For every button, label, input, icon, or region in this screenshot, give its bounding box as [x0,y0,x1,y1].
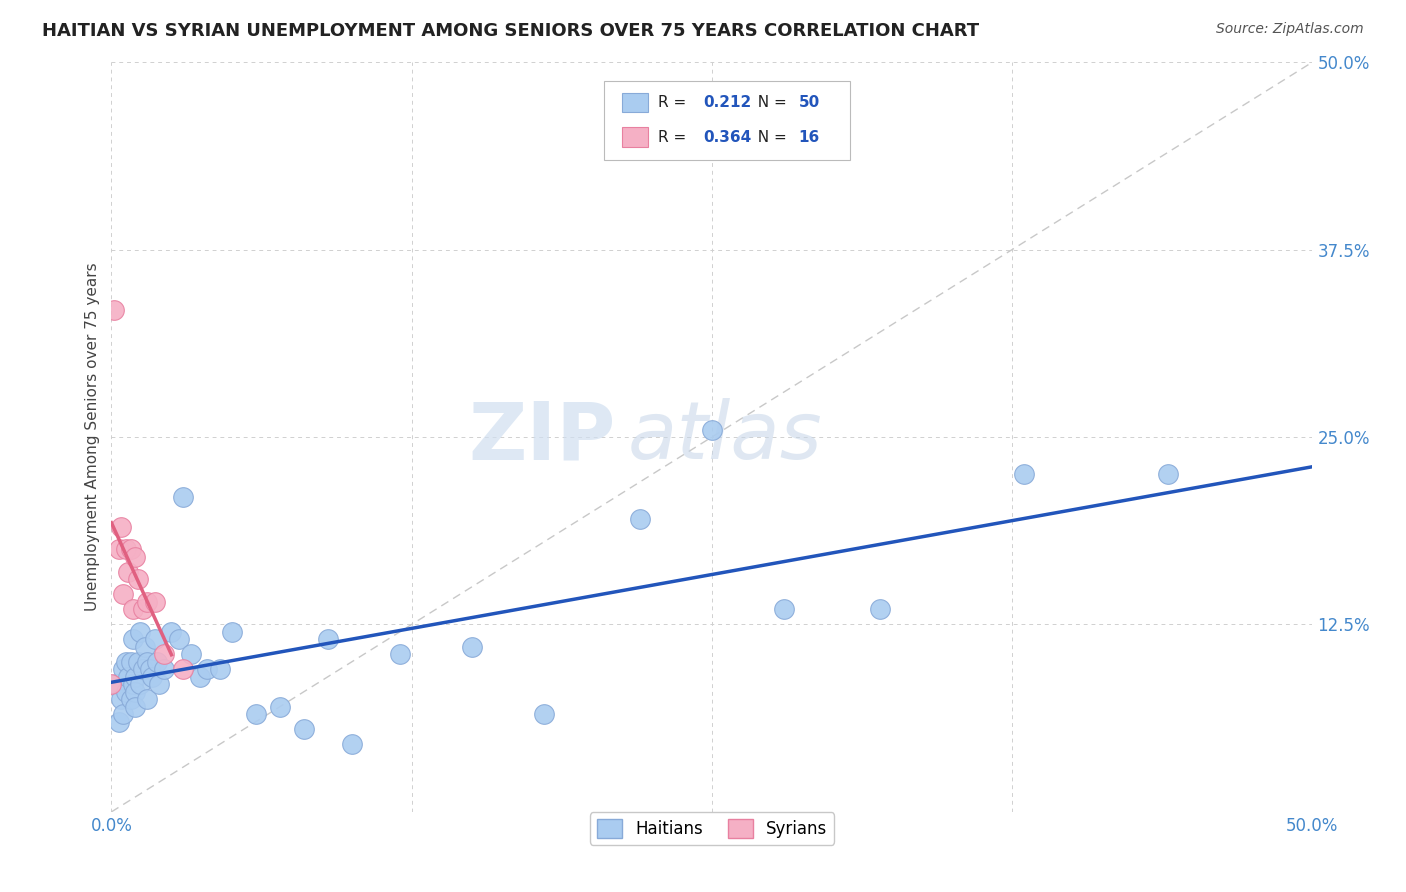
Point [188,670,211,684]
Point [1157,467,1180,482]
Point [700,423,723,437]
Point [114,655,136,669]
Point [197,662,219,676]
Point [141,670,163,684]
Point [112,587,135,601]
Point [153,648,176,662]
Point [124,685,146,699]
Point [316,632,339,647]
Point [160,624,183,639]
Point [461,640,484,654]
Y-axis label: Unemployment Among Seniors over 75 years: Unemployment Among Seniors over 75 years [86,263,100,611]
Point [122,632,145,647]
Point [117,565,139,579]
Point [124,549,146,564]
Point [117,670,139,684]
Text: Source: ZipAtlas.com: Source: ZipAtlas.com [1216,22,1364,37]
Text: R =: R = [658,95,690,110]
Bar [621,128,648,147]
Point [208,662,231,676]
Point [146,655,169,669]
Text: HAITIAN VS SYRIAN UNEMPLOYMENT AMONG SENIORS OVER 75 YEARS CORRELATION CHART: HAITIAN VS SYRIAN UNEMPLOYMENT AMONG SEN… [42,22,980,40]
Point [136,692,159,706]
Point [143,632,166,647]
Point [136,655,159,669]
Point [148,677,170,691]
Point [120,542,142,557]
Point [127,573,149,587]
Point [127,655,149,669]
Point [172,662,194,676]
FancyBboxPatch shape [603,81,851,160]
Point [172,490,194,504]
Point [167,632,190,647]
Point [124,700,146,714]
Text: 0.364: 0.364 [703,129,752,145]
Legend: Haitians, Syrians: Haitians, Syrians [591,813,834,845]
Text: R =: R = [658,129,690,145]
Point [122,602,145,616]
Point [107,714,129,729]
Point [388,648,411,662]
Point [114,542,136,557]
Point [340,738,363,752]
Point [122,677,145,691]
Point [134,640,156,654]
Text: 0.212: 0.212 [703,95,752,110]
Point [110,692,132,706]
Point [112,707,135,722]
Point [131,662,153,676]
Bar [621,93,648,112]
Point [112,662,135,676]
Point [153,662,176,676]
Text: atlas: atlas [628,398,823,476]
Point [120,655,142,669]
Point [245,707,267,722]
Point [292,723,315,737]
Point [1012,467,1035,482]
Text: 16: 16 [799,129,820,145]
Point [628,512,651,526]
Point [107,542,129,557]
Point [533,707,555,722]
Point [103,302,125,317]
Point [131,602,153,616]
Point [221,624,243,639]
Point [110,520,132,534]
Point [124,670,146,684]
Point [120,692,142,706]
Text: ZIP: ZIP [468,398,616,476]
Point [773,602,796,616]
Point [105,677,128,691]
Point [143,595,166,609]
Point [100,677,122,691]
Point [129,624,152,639]
Text: N =: N = [748,129,792,145]
Point [869,602,891,616]
Point [180,648,202,662]
Point [114,685,136,699]
Point [136,595,159,609]
Point [269,700,291,714]
Point [139,662,162,676]
Text: N =: N = [748,95,792,110]
Point [129,677,152,691]
Text: 50: 50 [799,95,820,110]
